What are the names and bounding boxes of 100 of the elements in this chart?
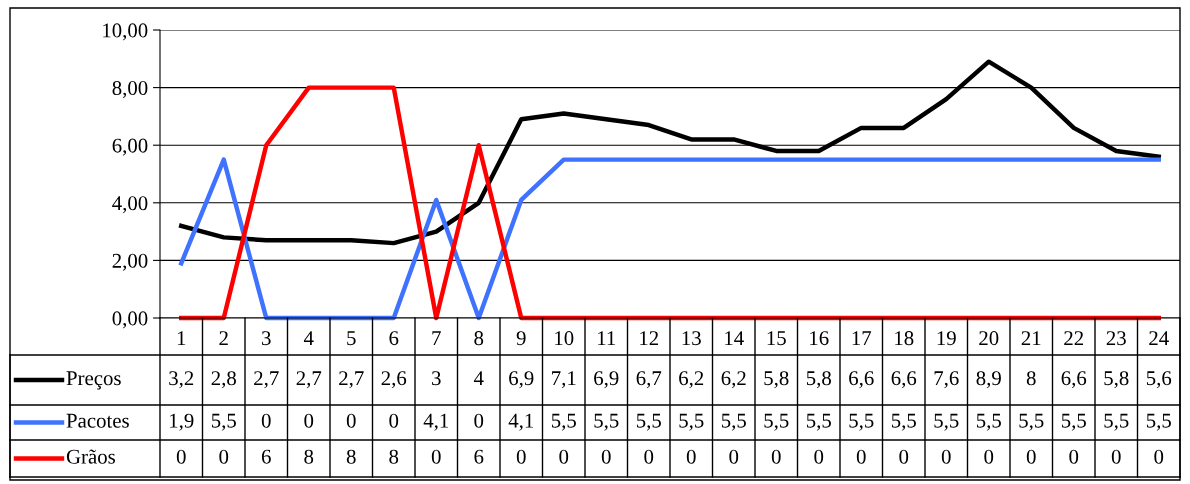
data-label: 7,1 [552, 371, 576, 389]
line-series [179, 157, 1161, 321]
data-label: 6,6 [849, 371, 874, 389]
data-label: 0 [1026, 449, 1036, 464]
y-tick-label: 6,00 [112, 138, 148, 156]
data-label: 0 [559, 449, 569, 464]
data-label: 4,1 [508, 413, 534, 431]
data-label: 5,5 [551, 413, 576, 431]
x-tick-label: 14 [725, 331, 744, 345]
data-label: 0 [729, 449, 739, 464]
data-label: 5,5 [211, 413, 236, 431]
data-label: 5,5 [934, 413, 959, 431]
legend-label: Grãos [66, 449, 115, 464]
data-label: 0 [686, 449, 696, 464]
y-tick-label: 4,00 [112, 196, 148, 214]
data-label: 5,5 [636, 413, 661, 431]
data-label: 6,6 [891, 371, 917, 389]
x-tick-label: 6 [389, 331, 399, 346]
data-label: 5,5 [764, 413, 789, 431]
legend-label: Preços [66, 371, 121, 390]
data-label: 0 [219, 449, 229, 464]
data-label: 8 [1026, 371, 1036, 386]
x-tick-label: 12 [640, 331, 659, 345]
data-label: 5,8 [764, 371, 789, 389]
data-label: 0 [899, 449, 909, 464]
data-label: 5,5 [849, 413, 874, 431]
data-label: 4,1 [423, 413, 449, 431]
data-label: 6,6 [1061, 371, 1087, 389]
data-label: 5,5 [1061, 413, 1086, 431]
data-label: 0 [346, 413, 356, 428]
data-label: 0 [1154, 449, 1164, 464]
data-label: 2,7 [296, 371, 322, 389]
x-tick-label: 5 [347, 331, 356, 346]
y-tick-label: 2,00 [112, 253, 148, 271]
x-tick-label: 23 [1106, 331, 1126, 346]
data-label: 0 [516, 449, 526, 464]
data-label: 6,7 [636, 371, 662, 389]
legend-label: Pacotes [66, 413, 129, 428]
x-tick-label: 18 [895, 331, 914, 346]
data-label: 4 [473, 371, 484, 386]
x-tick-label: 17 [852, 331, 872, 345]
data-label: 0 [389, 413, 399, 428]
x-tick-label: 16 [810, 331, 829, 346]
x-tick-label: 22 [1064, 331, 1084, 345]
data-label: 5,5 [1146, 413, 1171, 431]
x-tick-label: 24 [1149, 331, 1169, 345]
x-tick-label: 1 [177, 331, 186, 345]
x-tick-label: 21 [1021, 331, 1041, 345]
data-label: 8 [389, 449, 399, 464]
data-label: 5,5 [1104, 413, 1129, 431]
data-label: 5,5 [1019, 413, 1044, 431]
data-label: 0 [1111, 449, 1121, 464]
data-label: 0 [431, 449, 441, 464]
x-tick-label: 4 [303, 331, 314, 345]
data-label: 2,6 [381, 371, 407, 389]
data-label: 0 [941, 449, 951, 464]
data-label: 5,5 [891, 413, 916, 431]
data-label: 5,6 [1146, 371, 1172, 389]
data-label: 5,8 [1104, 371, 1129, 389]
data-label: 0 [644, 449, 654, 464]
data-label: 2,7 [339, 371, 364, 389]
data-label: 6,2 [679, 371, 704, 389]
data-label: 2,7 [254, 371, 279, 389]
y-tick-label: 10,00 [103, 23, 148, 41]
x-tick-label: 3 [262, 331, 271, 346]
x-tick-label: 2 [219, 331, 228, 345]
x-tick-label: 11 [598, 331, 616, 345]
data-label: 0 [474, 413, 484, 428]
data-label: 5,5 [594, 413, 619, 431]
x-tick-label: 20 [979, 331, 999, 346]
data-label: 8,9 [976, 371, 1001, 389]
data-label: 3 [432, 371, 441, 386]
data-label: 0 [304, 413, 314, 428]
data-label: 3,2 [169, 371, 194, 389]
data-label: 1,9 [170, 413, 194, 431]
data-label: 6,9 [594, 371, 619, 389]
x-tick-label: 7 [432, 331, 441, 345]
data-label: 8 [346, 449, 356, 464]
x-tick-label: 8 [474, 331, 484, 346]
data-label: 6,2 [721, 371, 746, 389]
data-label: 5,5 [679, 413, 704, 431]
x-tick-label: 13 [682, 331, 701, 346]
data-label: 5,8 [806, 371, 831, 389]
data-label: 0 [771, 449, 781, 464]
data-label: 0 [601, 449, 611, 464]
data-label: 6 [261, 449, 271, 464]
data-label: 8 [304, 449, 314, 464]
x-tick-label: 19 [937, 331, 956, 346]
data-label: 0 [856, 449, 866, 464]
data-label: 0 [814, 449, 824, 464]
data-label: 0 [176, 449, 186, 464]
data-label: 0 [984, 449, 994, 464]
data-label: 5,5 [806, 413, 831, 431]
data-label: 5,5 [721, 413, 746, 431]
data-label: 5,5 [976, 413, 1001, 431]
y-tick-label: 8,00 [112, 80, 148, 99]
data-label: 0 [1069, 449, 1079, 464]
data-label: 0 [261, 413, 271, 428]
y-tick-label: 0,00 [112, 311, 148, 329]
x-tick-label: 10 [555, 331, 574, 346]
